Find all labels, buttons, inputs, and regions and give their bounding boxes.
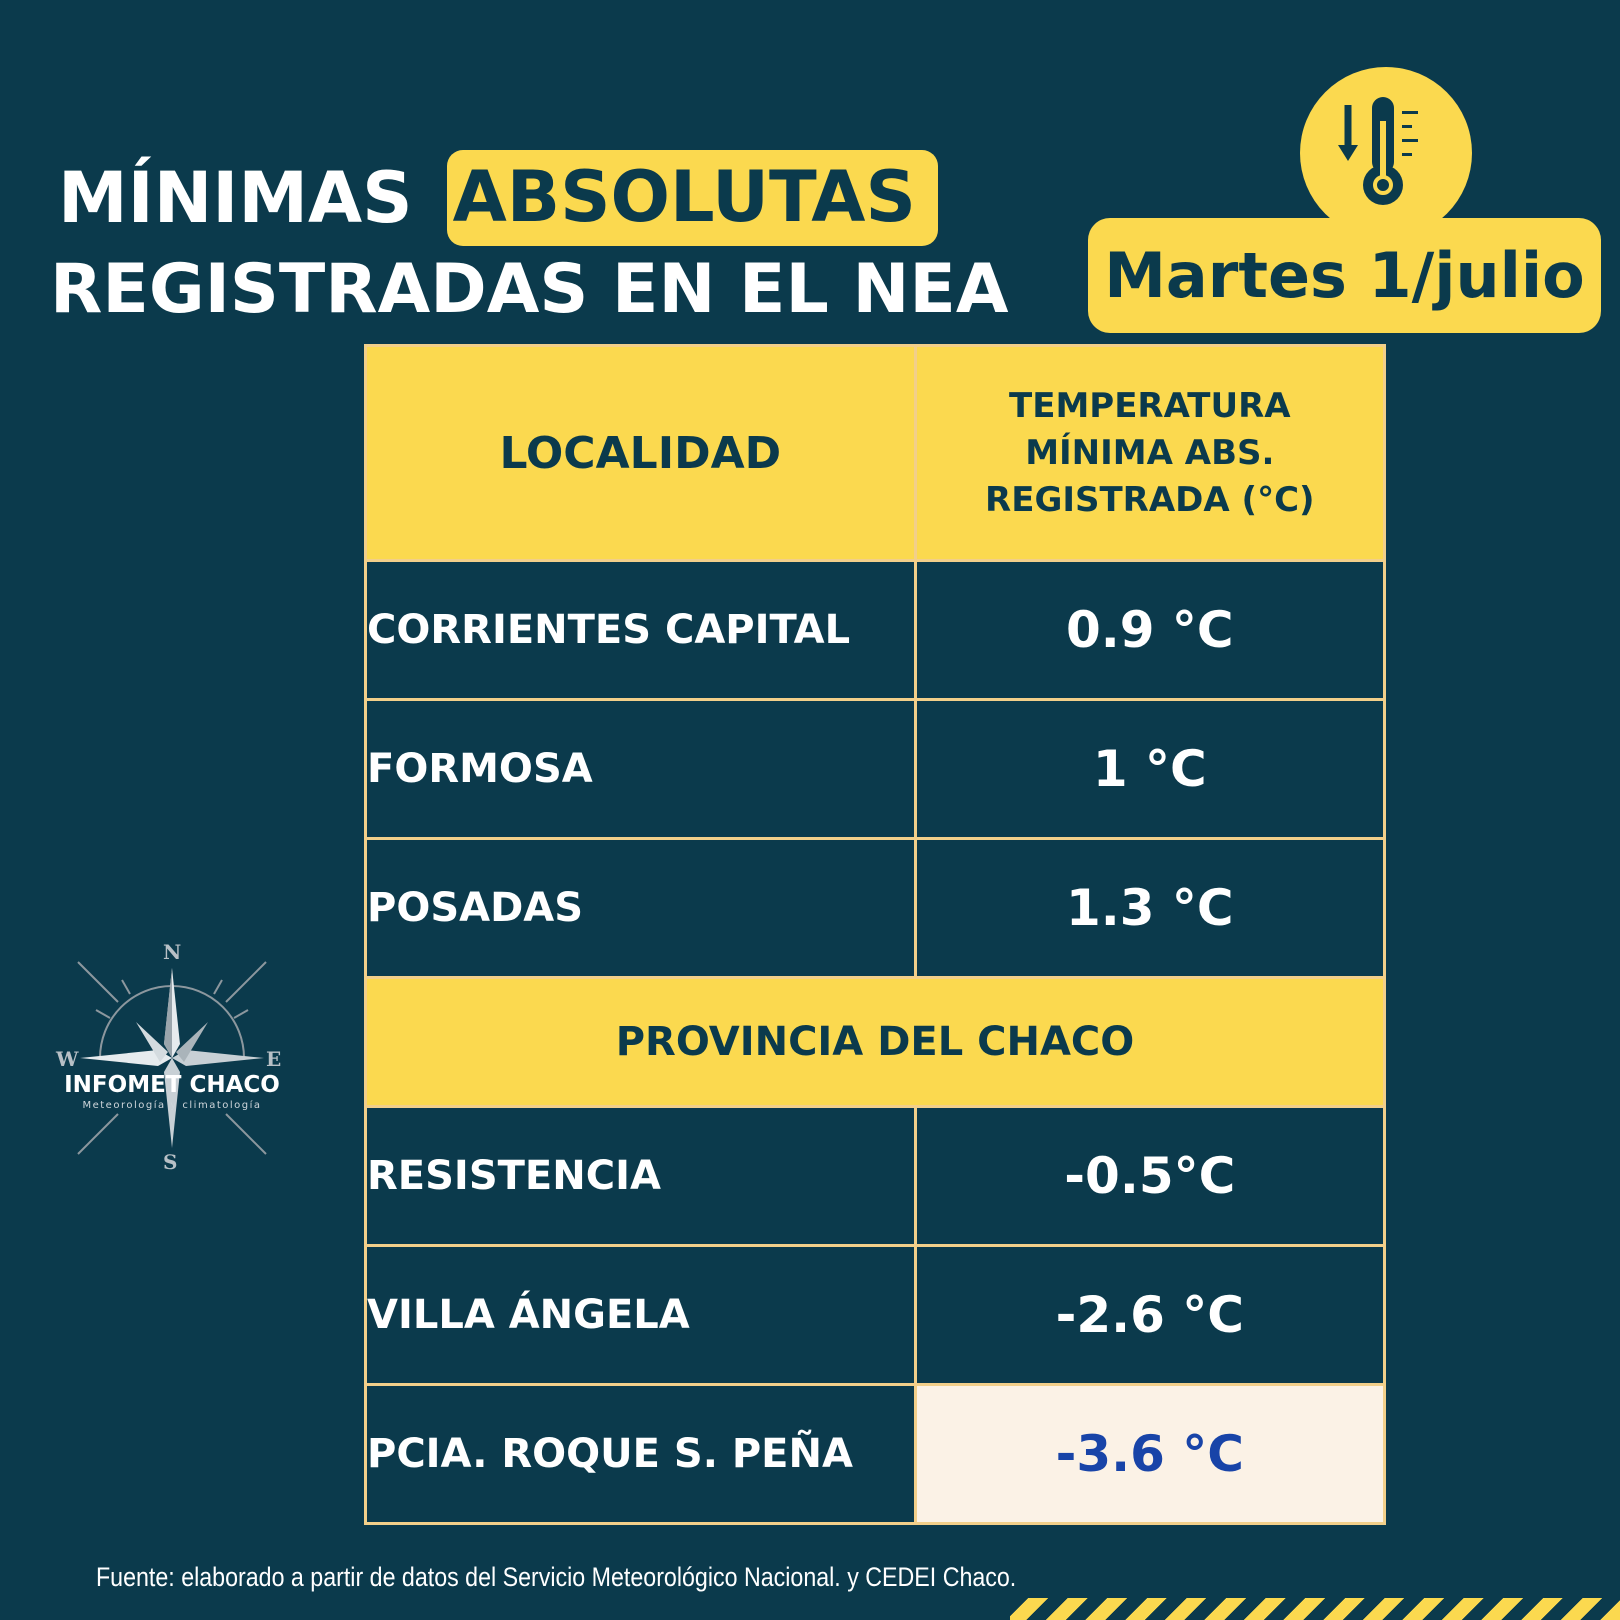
column-header-temp-line1: TEMPERATURA [1009, 385, 1291, 426]
section-header-row: PROVINCIA DEL CHACO [364, 976, 1386, 1108]
table-row: POSADAS 1.3 °C [364, 837, 1387, 979]
table-row: CORRIENTES CAPITAL 0.9 °C [364, 559, 1387, 701]
temperature-table: LOCALIDAD TEMPERATURA MÍNIMA ABS. REGIST… [364, 344, 1387, 1525]
temperature-cell: 1 °C [913, 698, 1387, 840]
localidad-cell: POSADAS [364, 837, 917, 979]
compass-label-s: S [163, 1150, 178, 1174]
localidad-cell: CORRIENTES CAPITAL [364, 559, 917, 701]
temperature-cell: -0.5°C [913, 1105, 1387, 1247]
temperature-cell: 0.9 °C [913, 559, 1387, 701]
infomet-chaco-logo: N S W E INFOMET CHACO Meteorología y cli… [56, 940, 288, 1176]
temperature-cell: -2.6 °C [913, 1244, 1387, 1386]
localidad-cell: VILLA ÁNGELA [364, 1244, 917, 1386]
localidad-cell: RESISTENCIA [364, 1105, 917, 1247]
localidad-cell: FORMOSA [364, 698, 917, 840]
source-note: Fuente: elaborado a partir de datos del … [96, 1562, 1017, 1592]
title-word-minimas: MÍNIMAS [58, 157, 413, 239]
compass-label-e: E [266, 1047, 282, 1071]
column-header-temp-line2: MÍNIMA ABS. [1025, 432, 1275, 473]
column-header-localidad: LOCALIDAD [364, 344, 917, 562]
compass-label-w: W [56, 1047, 79, 1071]
table-row: PCIA. ROQUE S. PEÑA -3.6 °C [364, 1383, 1387, 1525]
compass-rose-icon [77, 961, 267, 1155]
table-row: VILLA ÁNGELA -2.6 °C [364, 1244, 1387, 1386]
title-line1: MÍNIMAS ABSOLUTAS [58, 150, 938, 246]
table-header-row: LOCALIDAD TEMPERATURA MÍNIMA ABS. REGIST… [364, 344, 1387, 562]
section-header-provincia-chaco: PROVINCIA DEL CHACO [364, 976, 1386, 1108]
logo-subtitle: Meteorología y climatología [82, 1100, 262, 1111]
logo-name: INFOMET CHACO [64, 1072, 280, 1098]
compass-label-n: N [163, 940, 182, 964]
temperature-cell-highlighted: -3.6 °C [913, 1383, 1387, 1525]
column-header-temp-line3: REGISTRADA (°C) [985, 479, 1315, 520]
thermometer-down-icon [1338, 97, 1418, 205]
column-header-temperatura: TEMPERATURA MÍNIMA ABS. REGISTRADA (°C) [913, 344, 1387, 562]
temperature-cell: 1.3 °C [913, 837, 1387, 979]
hazard-stripe-decoration [1010, 1598, 1620, 1620]
title-line2: REGISTRADAS EN EL NEA [50, 250, 1009, 329]
table-row: RESISTENCIA -0.5°C [364, 1105, 1387, 1247]
title-highlight-absolutas: ABSOLUTAS [446, 150, 938, 246]
table-row: FORMOSA 1 °C [364, 698, 1387, 840]
thermometer-badge [1300, 67, 1472, 239]
localidad-cell: PCIA. ROQUE S. PEÑA [364, 1383, 917, 1525]
date-badge: Martes 1/julio [1088, 218, 1601, 333]
